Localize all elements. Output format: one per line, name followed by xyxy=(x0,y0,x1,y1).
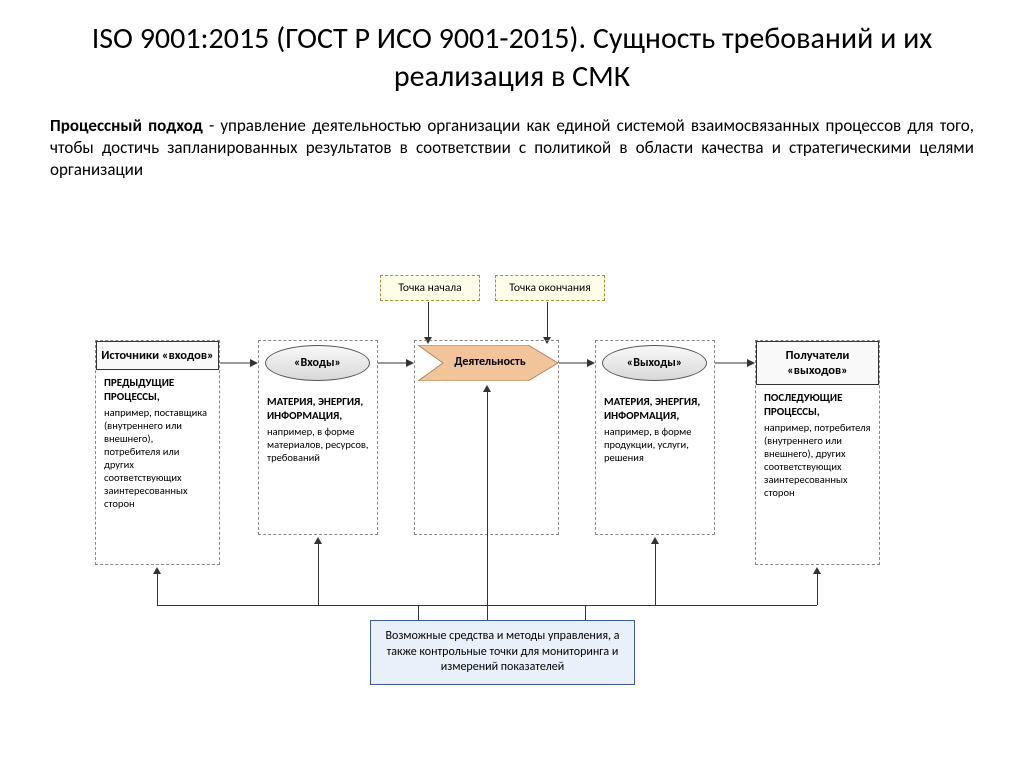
start-point-box: Точка начала xyxy=(380,275,480,301)
controls-box: Возможные средства и методы управления, … xyxy=(370,620,635,685)
arrowhead-icon xyxy=(813,567,821,574)
column-subheader: ПРЕДЫДУЩИЕ ПРОЦЕССЫ, xyxy=(104,376,211,404)
column-text: например, потребителя (внутреннего или в… xyxy=(764,421,871,500)
inputs-ellipse: «Входы» xyxy=(265,345,370,381)
column-text: например, в форме материалов, ресурсов, … xyxy=(267,425,369,464)
process-diagram: Точка начала Точка окончания Источники «… xyxy=(0,275,1024,745)
page-title: ISO 9001:2015 (ГОСТ Р ИСО 9001-2015). Су… xyxy=(0,0,1024,103)
column-header: Источники «входов» xyxy=(96,341,219,370)
sources-column: Источники «входов» ПРЕДЫДУЩИЕ ПРОЦЕССЫ, … xyxy=(95,340,220,565)
flow-arrow-icon xyxy=(220,357,258,369)
connector-line xyxy=(157,573,158,605)
flow-arrow-icon xyxy=(715,357,755,369)
column-subheader: МАТЕРИЯ, ЭНЕРГИЯ, ИНФОРМАЦИЯ, xyxy=(604,395,706,423)
connector-line xyxy=(655,543,656,605)
connector-line xyxy=(418,605,419,620)
end-point-box: Точка окончания xyxy=(495,275,605,301)
connector-line xyxy=(817,573,818,605)
activity-label: Деятельность xyxy=(440,355,540,369)
column-text: например, поставщика (внутреннего или вн… xyxy=(104,406,211,511)
column-header: Получатели «выходов» xyxy=(756,341,879,385)
connector-line xyxy=(487,390,488,620)
connector-line xyxy=(547,302,548,339)
arrowhead-icon xyxy=(651,537,659,544)
column-text: например, в форме продукции, услуги, реш… xyxy=(604,425,706,464)
outputs-ellipse: «Выходы» xyxy=(602,345,707,381)
arrowhead-icon xyxy=(314,537,322,544)
connector-line xyxy=(585,605,586,620)
connector-line xyxy=(318,543,319,605)
description-paragraph: Процессный подход - управление деятельно… xyxy=(0,103,1024,181)
flow-arrow-icon xyxy=(378,357,414,369)
arrowhead-icon xyxy=(483,385,491,392)
column-subheader: ПОСЛЕДУЮЩИЕ ПРОЦЕССЫ, xyxy=(764,391,871,419)
receivers-column: Получатели «выходов» ПОСЛЕДУЮЩИЕ ПРОЦЕСС… xyxy=(755,340,880,565)
arrowhead-icon xyxy=(153,567,161,574)
connector-line xyxy=(428,302,429,339)
connector-line xyxy=(157,605,817,606)
column-subheader: МАТЕРИЯ, ЭНЕРГИЯ, ИНФОРМАЦИЯ, xyxy=(267,395,369,423)
flow-arrow-icon xyxy=(559,357,595,369)
description-bold: Процессный подход xyxy=(50,115,203,136)
